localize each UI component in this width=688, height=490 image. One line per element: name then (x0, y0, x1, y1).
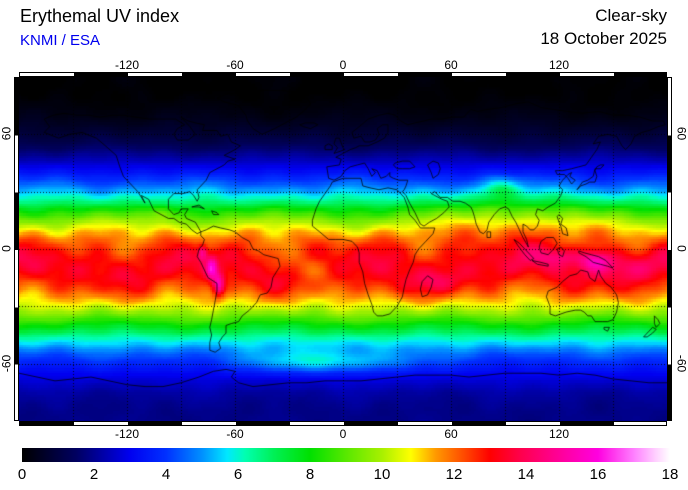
colorbar-tick-label: 0 (17, 466, 27, 483)
source-label: KNMI / ESA (20, 32, 101, 49)
lat-tick-label-right: -60 (674, 354, 688, 372)
lon-tick-label-bottom: 60 (444, 427, 458, 441)
colorbar-tick-label: 6 (233, 466, 243, 483)
map-frame-left (14, 77, 19, 421)
colorbar-tick-label: 12 (445, 466, 463, 483)
lat-tick-label-left: -60 (0, 354, 14, 372)
colorbar-tick-label: 18 (661, 466, 679, 483)
lon-tick-label-top: -120 (114, 58, 140, 72)
lon-tick-label-top: 0 (339, 58, 347, 72)
lon-tick-label-top: 120 (548, 58, 570, 72)
colorbar-tick-label: 14 (517, 466, 535, 483)
lat-tick-label-right: 60 (674, 127, 688, 141)
colorbar-tick-label: 4 (161, 466, 171, 483)
colorbar-tick-label: 2 (89, 466, 99, 483)
world-uv-map-canvas (19, 77, 667, 421)
colorbar-tick-label: 8 (305, 466, 315, 483)
page-title: Erythemal UV index (20, 6, 180, 26)
map-frame-bottom (19, 421, 667, 426)
colorbar-tick-label: 16 (589, 466, 607, 483)
condition-label: Clear-sky (595, 6, 667, 25)
uv-colorbar (22, 448, 670, 462)
lon-tick-label-bottom: -120 (114, 427, 140, 441)
map-frame-right (667, 77, 672, 421)
map-frame-top (19, 72, 667, 77)
lon-tick-label-top: -60 (226, 58, 244, 72)
lon-tick-label-top: 60 (444, 58, 458, 72)
colorbar-tick-label: 10 (373, 466, 391, 483)
lon-tick-label-bottom: 120 (548, 427, 570, 441)
lat-tick-label-right: 0 (674, 245, 688, 252)
lat-tick-label-left: 60 (0, 127, 14, 141)
lon-tick-label-bottom: -60 (226, 427, 244, 441)
date-label: 18 October 2025 (540, 29, 667, 48)
lat-tick-label-left: 0 (0, 245, 14, 252)
lon-tick-label-bottom: 0 (339, 427, 347, 441)
